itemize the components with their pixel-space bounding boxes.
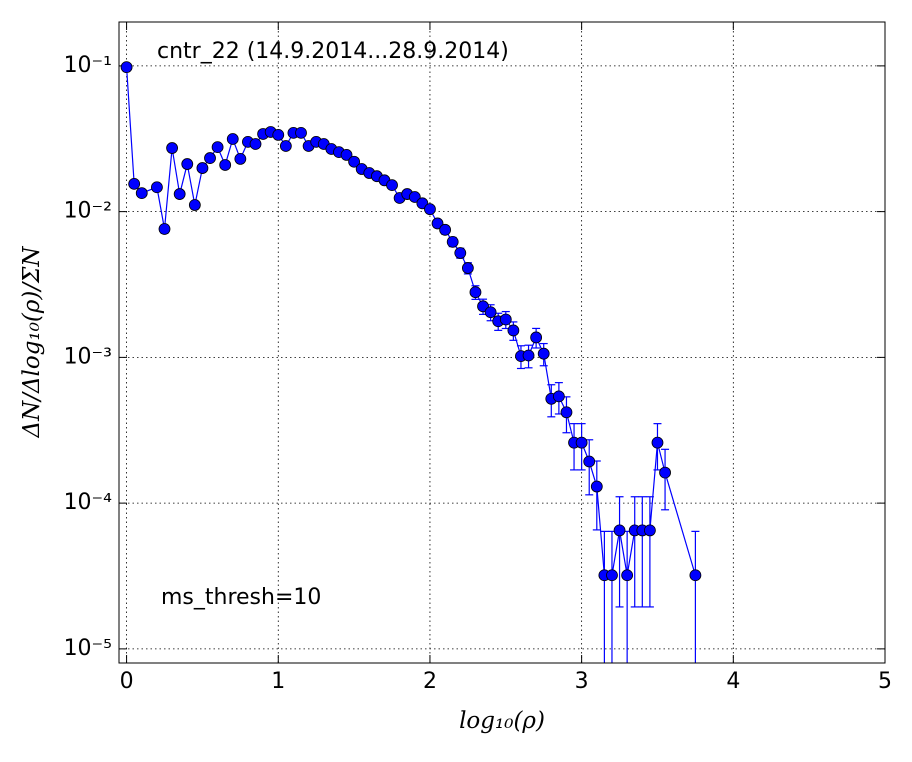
data-point [188, 199, 201, 211]
x-tick-label: 3 [575, 669, 589, 694]
y-axis-label: ΔN/Δlog₁₀(ρ)/ΣN [19, 246, 45, 439]
data-point [295, 126, 307, 139]
data-point [408, 191, 421, 203]
data-point [643, 524, 656, 537]
data-point [522, 349, 535, 362]
data-point [249, 138, 262, 150]
data-point [439, 223, 452, 236]
data-point [575, 436, 588, 449]
data-point [234, 153, 247, 165]
data-point [211, 141, 224, 154]
x-tick-label: 0 [120, 669, 134, 694]
data-point [484, 306, 497, 319]
data-point [219, 159, 232, 171]
y-tick-label: 10⁻⁴ [64, 490, 113, 515]
y-tick-label: 10⁻¹ [64, 53, 112, 78]
data-point [158, 223, 171, 235]
data-point [166, 142, 178, 154]
x-tick-label: 2 [423, 669, 437, 694]
data-point [181, 158, 194, 170]
chart-title: cntr_22 (14.9.2014...28.9.2014) [157, 39, 509, 64]
marks [120, 61, 702, 663]
data-point [552, 390, 565, 403]
data-point [651, 436, 664, 449]
data-point [135, 187, 148, 199]
data-point [120, 61, 133, 74]
x-tick-label: 4 [726, 669, 740, 694]
plot-frame [118, 21, 886, 664]
data-point [613, 524, 626, 537]
data-point [431, 217, 444, 230]
data-point [151, 181, 163, 194]
data-point [226, 133, 239, 145]
data-point [530, 331, 543, 344]
data-point [606, 569, 618, 582]
data-point [583, 455, 596, 468]
data-point [499, 313, 512, 326]
data-point [340, 149, 353, 161]
data-point [560, 406, 573, 419]
x-axis-label: log₁₀(ρ) [459, 708, 545, 734]
data-point [689, 569, 702, 582]
data-point [507, 324, 520, 337]
data-point [590, 480, 603, 493]
data-point [621, 569, 634, 582]
data-point [537, 347, 550, 360]
data-point [386, 179, 398, 192]
x-tick-label: 1 [271, 669, 285, 694]
data-point [446, 235, 459, 248]
data-point [659, 466, 671, 479]
y-tick-label: 10⁻² [64, 199, 112, 224]
data-point [348, 155, 361, 168]
y-tick-label: 10⁻⁵ [64, 636, 112, 661]
annotation: ms_thresh=10 [161, 585, 321, 610]
x-tick-label: 5 [878, 669, 892, 694]
data-point [279, 140, 292, 152]
data-point [454, 247, 467, 259]
data-point [173, 188, 186, 200]
y-tick-label: 10⁻³ [64, 344, 112, 369]
data-point [128, 177, 141, 190]
data-point [469, 286, 482, 299]
data-point [196, 162, 209, 174]
plot-area [119, 22, 885, 663]
data-point [424, 203, 436, 216]
data-point [272, 129, 285, 141]
data-point [461, 262, 474, 274]
data-point [204, 152, 216, 164]
